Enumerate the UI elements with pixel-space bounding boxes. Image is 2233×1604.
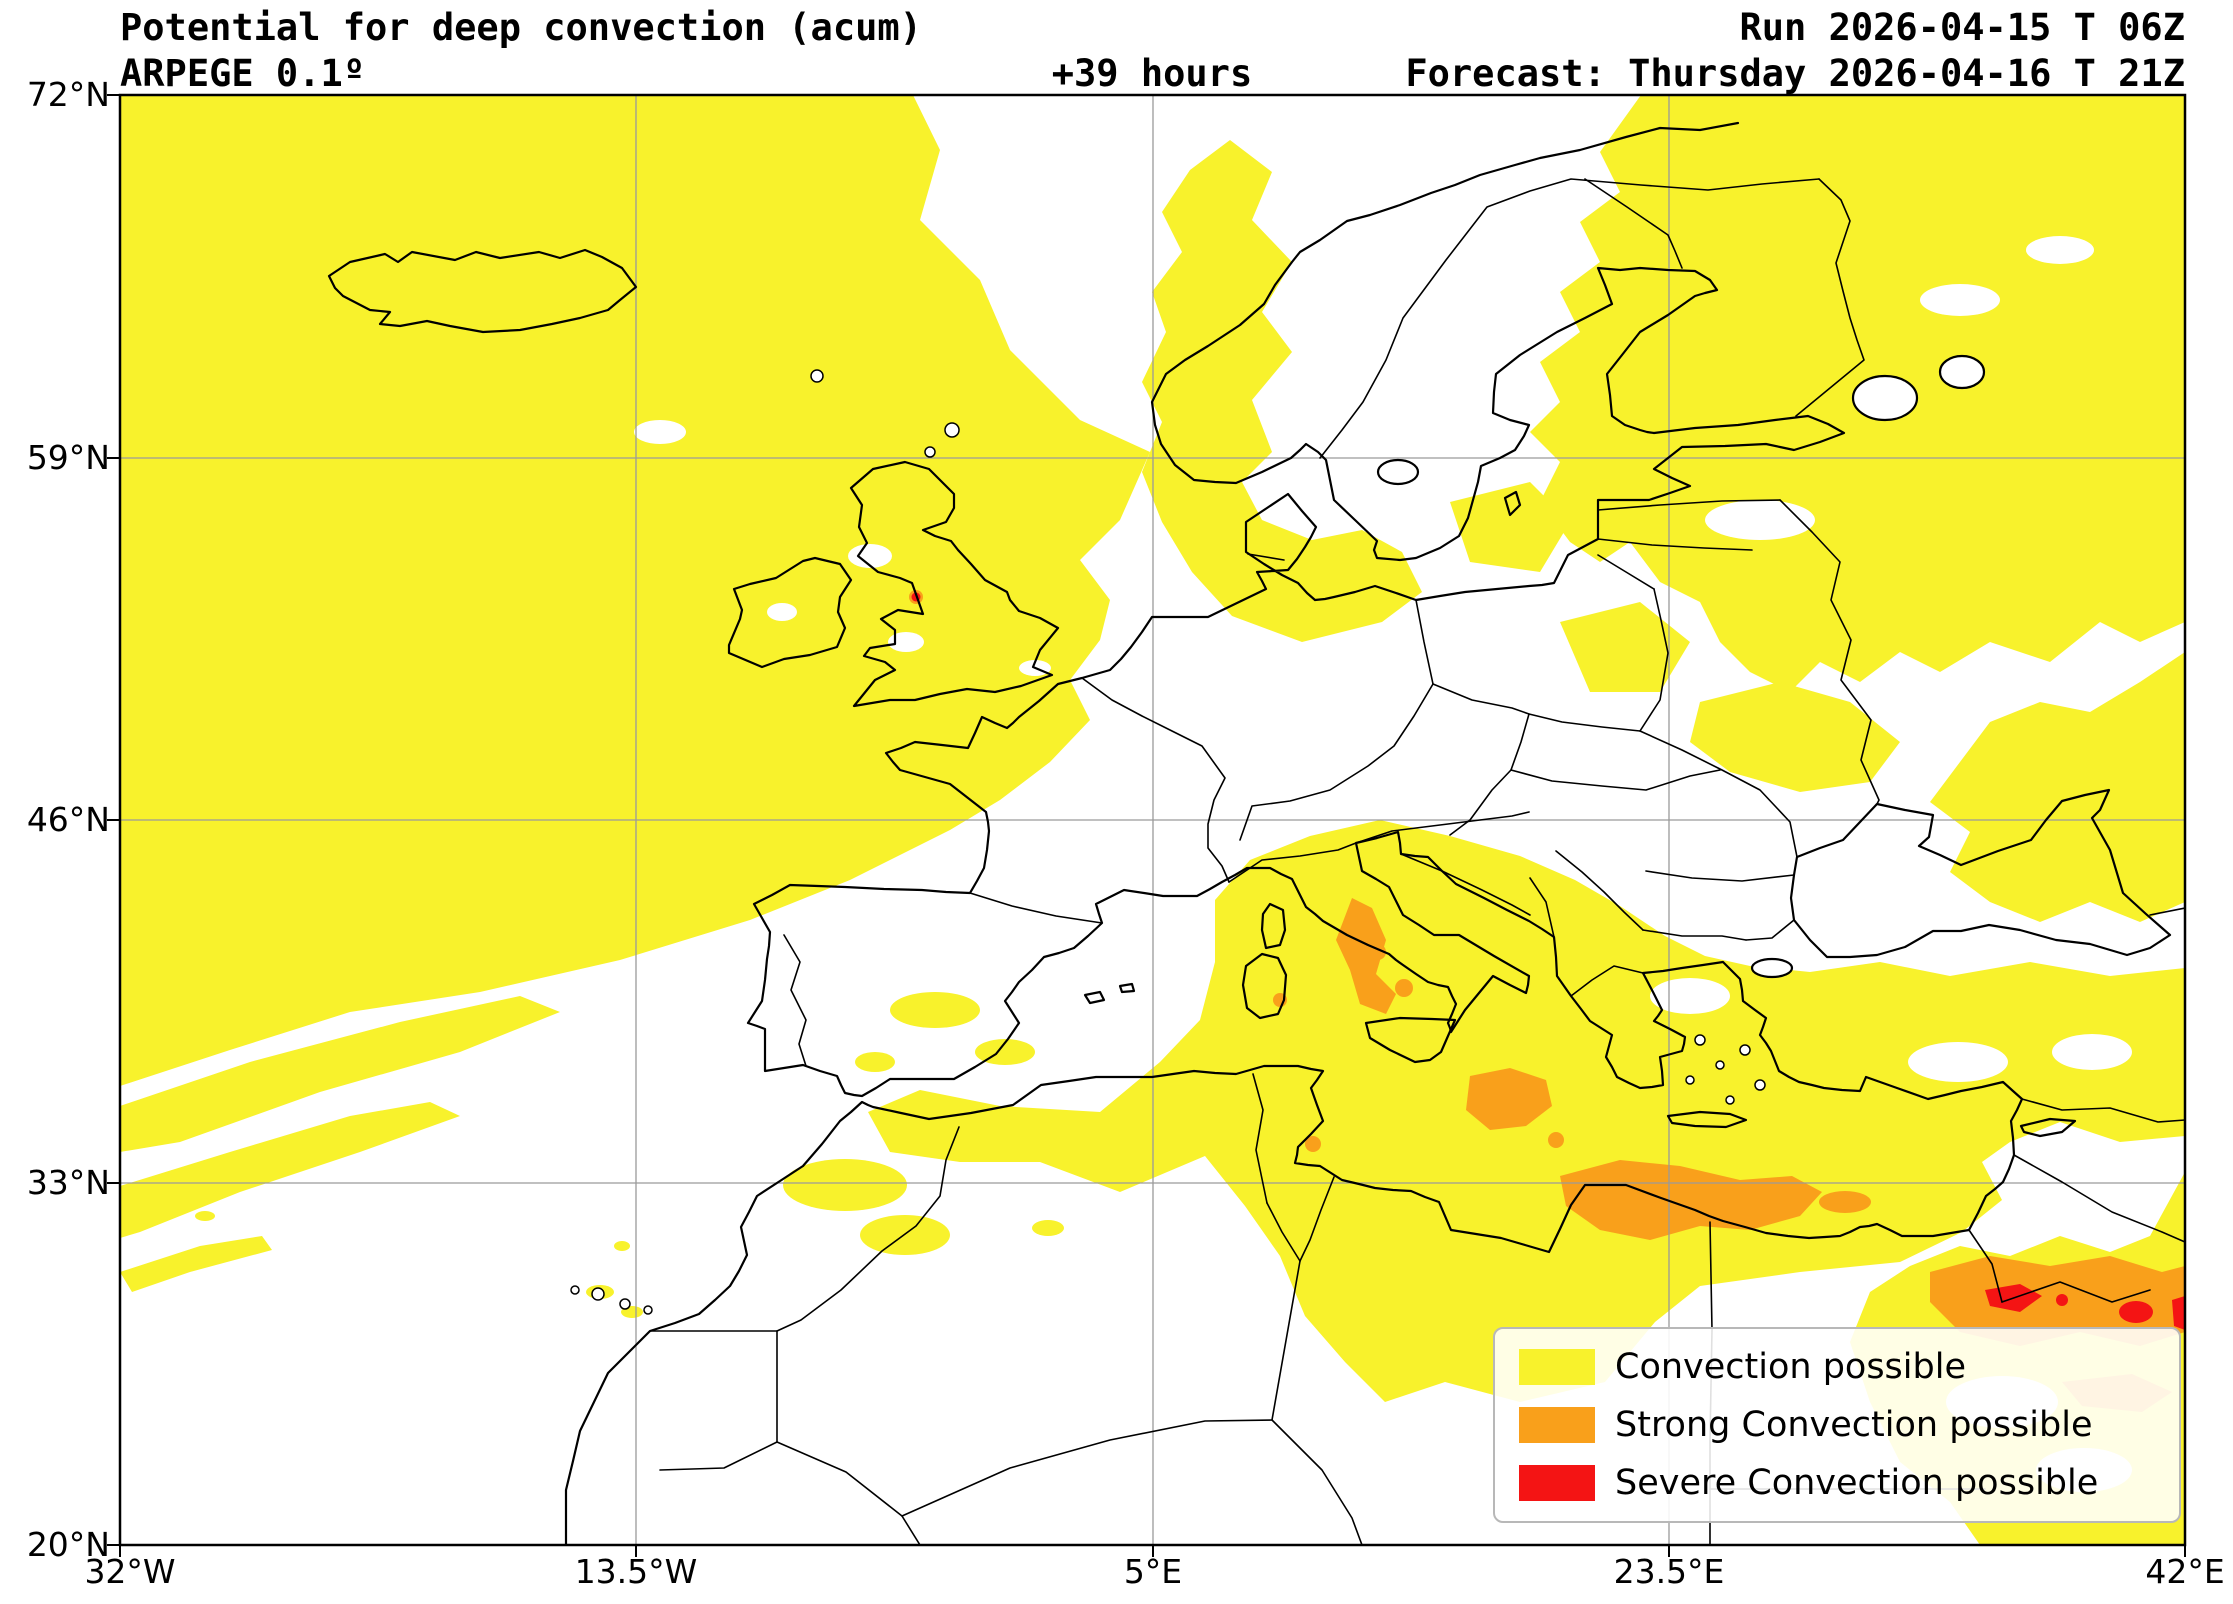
x-tick-32W: 32°W — [84, 1552, 176, 1591]
legend-label-severe-convection: Severe Convection possible — [1615, 1463, 2099, 1503]
legend-swatch-severe-convection — [1519, 1465, 1595, 1501]
coastlines — [327, 121, 2172, 1545]
y-tick-46N: 46°N — [26, 800, 110, 839]
axis-ticks — [107, 94, 2186, 1557]
y-tick-72N: 72°N — [26, 75, 110, 114]
legend-item-convection: Convection possible — [1519, 1345, 2155, 1389]
x-tick-135W: 13.5°W — [574, 1552, 698, 1591]
map-title: Potential for deep convection (acum) — [120, 6, 922, 49]
model-label: ARPEGE 0.1º — [120, 52, 366, 95]
x-tick-5E: 5°E — [1123, 1552, 1183, 1591]
legend-label-convection: Convection possible — [1615, 1347, 1966, 1387]
strong-convection-layer — [909, 590, 2185, 1412]
y-tick-59N: 59°N — [26, 438, 110, 477]
forecast-valid-label: Forecast: Thursday 2026-04-16 T 21Z — [1405, 52, 2185, 95]
legend-swatch-strong-convection — [1519, 1407, 1595, 1443]
x-tick-42E: 42°E — [2145, 1552, 2225, 1591]
map-legend: Convection possible Strong Convection po… — [1493, 1327, 2181, 1523]
legend-item-strong-convection: Strong Convection possible — [1519, 1403, 2155, 1447]
legend-swatch-convection — [1519, 1349, 1595, 1385]
lead-time-label: +39 hours — [1051, 52, 1253, 95]
y-tick-20N: 20°N — [26, 1525, 110, 1564]
gridlines — [120, 95, 2185, 1545]
legend-label-strong-convection: Strong Convection possible — [1615, 1405, 2093, 1445]
legend-item-severe-convection: Severe Convection possible — [1519, 1461, 2155, 1505]
x-tick-235E: 23.5°E — [1613, 1552, 1725, 1591]
run-label: Run 2026-04-15 T 06Z — [1739, 6, 2185, 49]
y-tick-33N: 33°N — [26, 1163, 110, 1202]
